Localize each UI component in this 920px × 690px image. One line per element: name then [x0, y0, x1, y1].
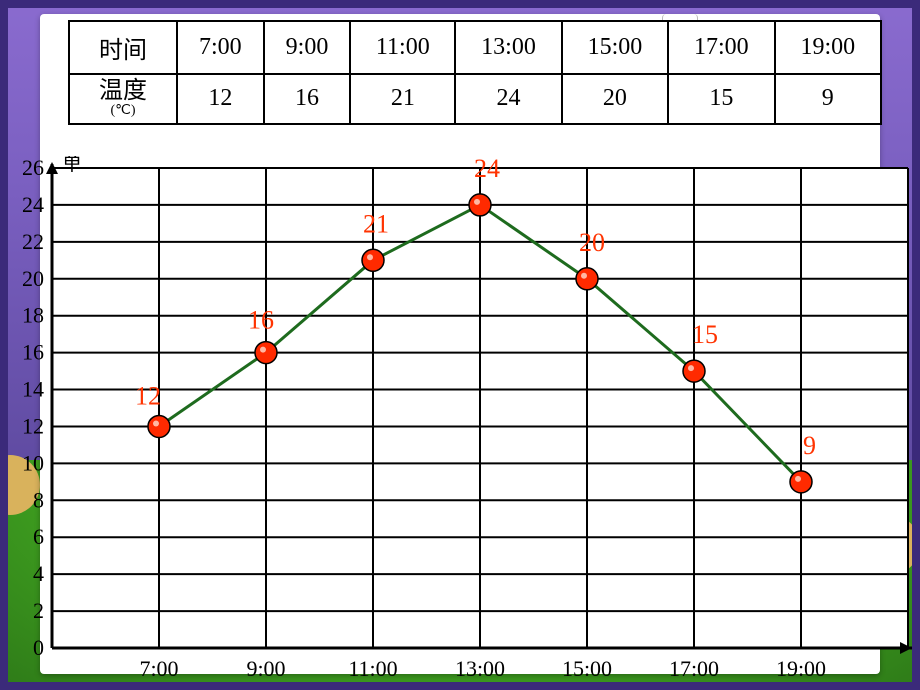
svg-text:6: 6 — [33, 524, 44, 549]
svg-text:12: 12 — [22, 413, 44, 438]
svg-text:4: 4 — [33, 561, 44, 586]
svg-text:单: 单 — [62, 156, 82, 175]
table-cell: 20 — [562, 74, 668, 124]
svg-text:13:00: 13:00 — [455, 656, 505, 681]
table-cell: 24 — [455, 74, 561, 124]
svg-text:10: 10 — [22, 450, 44, 475]
svg-text:12: 12 — [135, 381, 161, 410]
svg-text:14: 14 — [22, 377, 44, 402]
temperature-chart: 02468101214161820222426单7:009:0011:0013:… — [4, 156, 916, 686]
svg-text:16: 16 — [248, 306, 274, 335]
svg-text:19:00: 19:00 — [776, 656, 826, 681]
table-row: 时间 7:00 9:00 11:00 13:00 15:00 17:00 19:… — [69, 21, 881, 74]
svg-text:9: 9 — [803, 431, 816, 460]
table-cell: 15 — [668, 74, 774, 124]
table-cell: 13:00 — [455, 21, 561, 74]
svg-text:8: 8 — [33, 487, 44, 512]
table-cell: 9:00 — [264, 21, 351, 74]
svg-text:20: 20 — [579, 228, 605, 257]
svg-text:15: 15 — [692, 320, 718, 349]
svg-text:20: 20 — [22, 266, 44, 291]
table-cell: 17:00 — [668, 21, 774, 74]
svg-text:18: 18 — [22, 303, 44, 328]
table-cell: 21 — [350, 74, 455, 124]
row-label: 温度 (℃) — [69, 74, 177, 124]
table-row: 温度 (℃) 12 16 21 24 20 15 9 — [69, 74, 881, 124]
svg-text:24: 24 — [22, 192, 44, 217]
table-cell: 12 — [177, 74, 264, 124]
svg-text:17:00: 17:00 — [669, 656, 719, 681]
svg-text:2: 2 — [33, 598, 44, 623]
svg-text:11:00: 11:00 — [348, 656, 397, 681]
row-label: 时间 — [69, 21, 177, 74]
row-label-unit: (℃) — [72, 104, 174, 119]
svg-text:9:00: 9:00 — [246, 656, 285, 681]
svg-text:15:00: 15:00 — [562, 656, 612, 681]
data-table: 时间 7:00 9:00 11:00 13:00 15:00 17:00 19:… — [68, 20, 882, 125]
row-label-text: 温度 — [99, 78, 147, 104]
table-cell: 9 — [775, 74, 881, 124]
table-cell: 16 — [264, 74, 351, 124]
table-cell: 19:00 — [775, 21, 881, 74]
svg-text:21: 21 — [363, 209, 389, 238]
svg-text:22: 22 — [22, 229, 44, 254]
svg-text:26: 26 — [22, 156, 44, 180]
svg-text:0: 0 — [33, 635, 44, 660]
svg-text:7:00: 7:00 — [139, 656, 178, 681]
svg-text:24: 24 — [474, 156, 500, 183]
table-cell: 15:00 — [562, 21, 668, 74]
table-cell: 11:00 — [350, 21, 455, 74]
table-cell: 7:00 — [177, 21, 264, 74]
svg-text:16: 16 — [22, 340, 44, 365]
